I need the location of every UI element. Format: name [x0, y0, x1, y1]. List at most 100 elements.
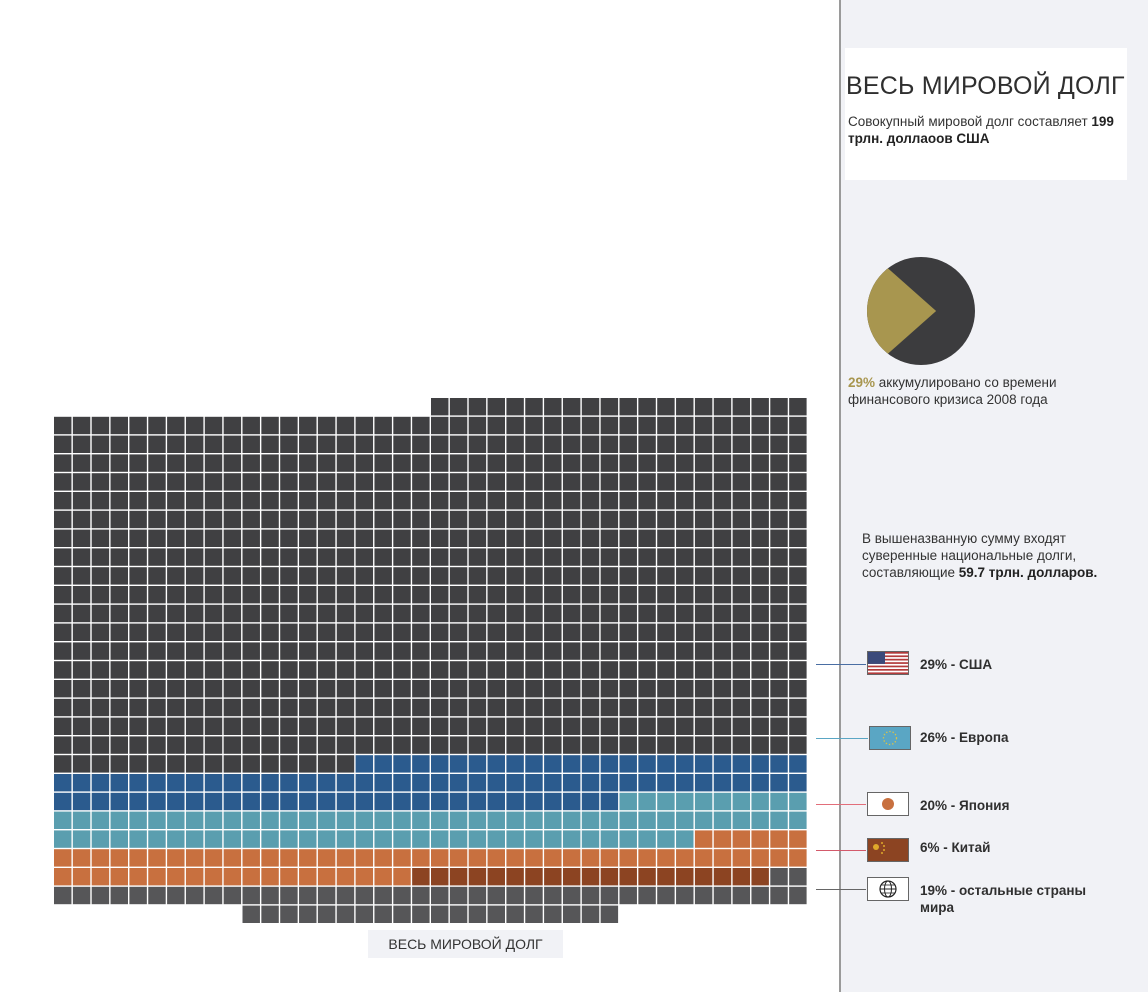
waffle-cell	[694, 567, 713, 585]
waffle-cell	[317, 886, 336, 905]
waffle-cell	[204, 586, 223, 604]
waffle-cell	[751, 886, 769, 905]
waffle-cell	[91, 755, 110, 773]
waffle-cell	[449, 567, 468, 585]
waffle-cell	[204, 717, 223, 735]
waffle-cell	[657, 680, 675, 698]
waffle-cell	[355, 698, 374, 717]
waffle-cell	[129, 510, 147, 529]
waffle-cell	[204, 604, 223, 623]
waffle-cell	[317, 454, 336, 472]
waffle-cell	[185, 849, 204, 867]
waffle-cell	[789, 510, 807, 529]
waffle-cell	[167, 755, 185, 773]
waffle-cell	[317, 811, 336, 829]
waffle-cell	[54, 586, 72, 604]
waffle-cell	[204, 473, 223, 491]
waffle-cell	[261, 586, 279, 604]
waffle-cell	[54, 548, 72, 566]
waffle-cell	[280, 548, 298, 566]
waffle-cell	[581, 717, 600, 735]
waffle-cell	[525, 811, 543, 829]
waffle-cell	[600, 623, 619, 641]
waffle-cell	[657, 567, 675, 585]
waffle-cell	[487, 454, 505, 472]
waffle-cell	[204, 792, 223, 811]
waffle-cell	[91, 642, 110, 660]
waffle-cell	[487, 548, 505, 566]
waffle-cell	[431, 548, 449, 566]
waffle-cell	[487, 886, 505, 905]
waffle-cell	[525, 698, 543, 717]
legend-label-usa: 29% - США	[920, 657, 993, 672]
total-debt-prefix: Совокупный мировой долг составляет	[848, 114, 1092, 129]
waffle-cell	[431, 661, 449, 679]
waffle-cell	[167, 492, 185, 510]
waffle-cell	[676, 680, 694, 698]
waffle-cell	[789, 473, 807, 491]
waffle-cell	[129, 642, 147, 660]
waffle-cell	[751, 454, 769, 472]
waffle-cell	[676, 755, 694, 773]
waffle-cell	[431, 473, 449, 491]
waffle-cell	[72, 623, 91, 641]
waffle-cell	[223, 868, 242, 886]
waffle-cell	[261, 830, 279, 848]
waffle-cell	[374, 868, 392, 886]
waffle-cell	[506, 849, 524, 867]
waffle-cell	[581, 473, 600, 491]
waffle-cell	[185, 529, 204, 547]
waffle-cell	[449, 548, 468, 566]
waffle-cell	[299, 473, 317, 491]
waffle-cell	[562, 868, 581, 886]
waffle-cell	[562, 886, 581, 905]
waffle-cell	[770, 416, 788, 435]
waffle-cell	[185, 416, 204, 435]
waffle-cell	[336, 416, 355, 435]
waffle-cell	[317, 849, 336, 867]
waffle-cell	[638, 830, 656, 848]
waffle-cell	[412, 642, 430, 660]
waffle-cell	[431, 416, 449, 435]
waffle-cell	[619, 661, 637, 679]
waffle-cell	[261, 473, 279, 491]
waffle-cell	[544, 529, 562, 547]
waffle-cell	[657, 416, 675, 435]
waffle-cell	[185, 454, 204, 472]
waffle-cell	[506, 717, 524, 735]
waffle-cell	[374, 680, 392, 698]
waffle-cell	[713, 811, 732, 829]
waffle-cell	[72, 586, 91, 604]
waffle-cell	[110, 736, 128, 754]
waffle-cell	[91, 811, 110, 829]
waffle-cell	[600, 905, 619, 923]
waffle-cell	[431, 529, 449, 547]
waffle-cell	[544, 435, 562, 453]
waffle-cell	[72, 642, 91, 660]
waffle-cell	[374, 492, 392, 510]
waffle-cell	[713, 849, 732, 867]
waffle-cell	[91, 886, 110, 905]
waffle-cell	[751, 830, 769, 848]
waffle-cell	[619, 849, 637, 867]
waffle-cell	[619, 868, 637, 886]
waffle-cell	[110, 774, 128, 792]
waffle-cell	[449, 510, 468, 529]
waffle-cell	[299, 548, 317, 566]
waffle-cell	[129, 435, 147, 453]
waffle-cell	[770, 642, 788, 660]
waffle-cell	[261, 680, 279, 698]
waffle-cell	[431, 454, 449, 472]
waffle-cell	[468, 811, 487, 829]
waffle-cell	[223, 811, 242, 829]
waffle-cell	[185, 736, 204, 754]
waffle-cell	[412, 623, 430, 641]
waffle-cell	[770, 774, 788, 792]
waffle-cell	[789, 830, 807, 848]
waffle-cell	[72, 661, 91, 679]
waffle-cell	[449, 886, 468, 905]
waffle-cell	[204, 661, 223, 679]
waffle-cell	[129, 698, 147, 717]
waffle-cell	[449, 492, 468, 510]
waffle-cell	[732, 473, 751, 491]
